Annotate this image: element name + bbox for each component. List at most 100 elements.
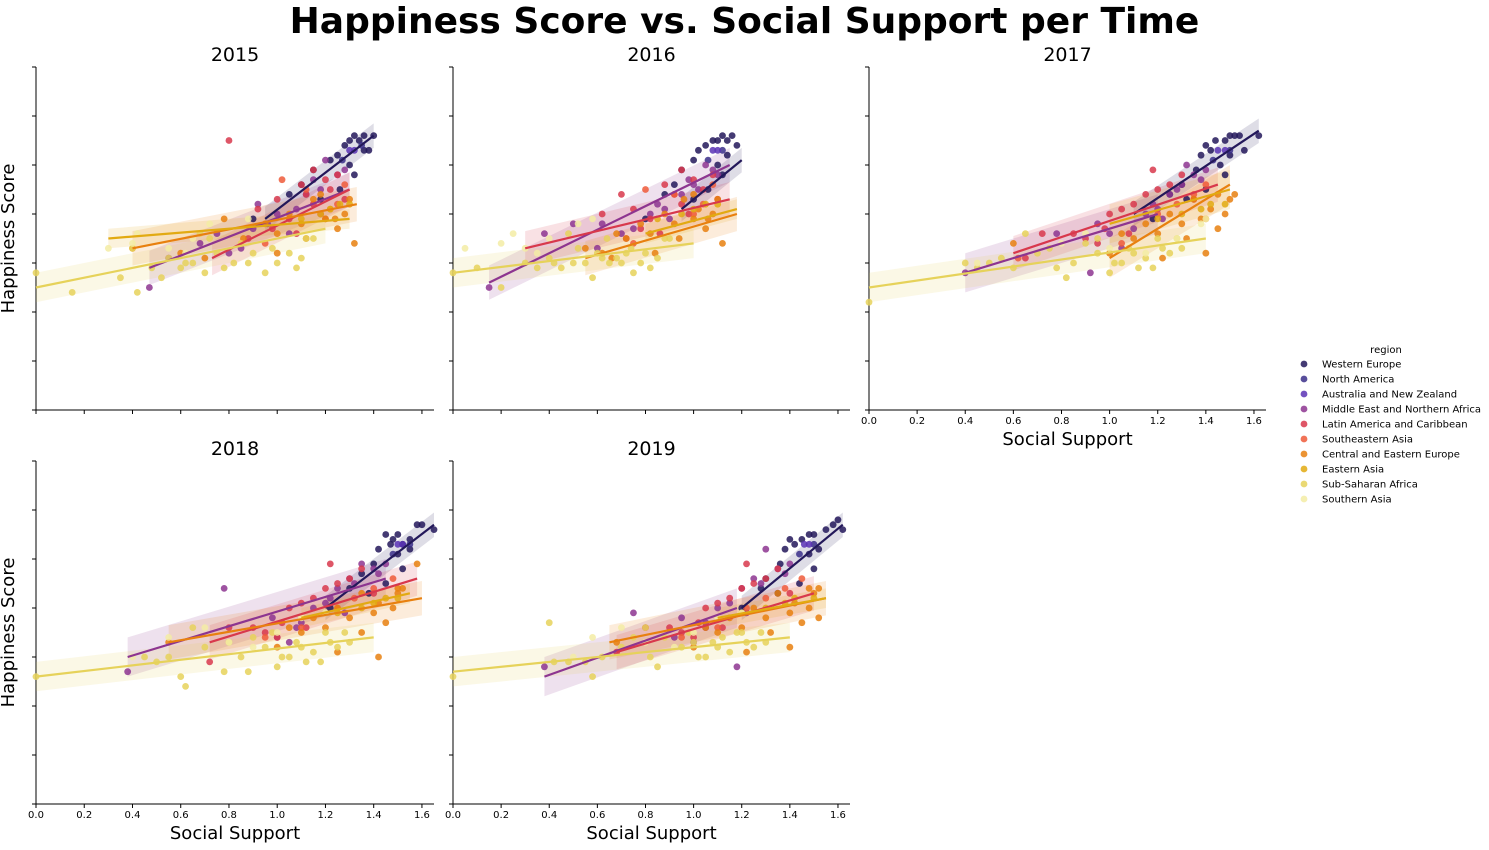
data-point: [726, 648, 734, 656]
data-point: [630, 269, 637, 277]
data-point: [145, 284, 153, 291]
data-point: [1149, 264, 1157, 272]
legend-marker: [1300, 375, 1308, 383]
data-point: [302, 658, 310, 666]
data-point: [545, 235, 553, 242]
data-point: [68, 289, 76, 296]
data-point: [430, 526, 438, 533]
legend-label: Southern Asia: [1322, 495, 1392, 506]
data-point: [220, 264, 228, 272]
data-point: [497, 240, 505, 247]
data-point: [702, 225, 710, 233]
regression-line: [585, 212, 738, 260]
data-point: [786, 609, 794, 617]
x-tick-label: 0.8: [638, 810, 654, 821]
data-point: [642, 624, 649, 631]
data-point: [1226, 132, 1234, 140]
data-point: [719, 624, 726, 631]
data-point: [1197, 220, 1205, 228]
data-point: [726, 599, 734, 607]
data-point: [603, 235, 611, 242]
data-point: [297, 619, 305, 627]
data-point: [750, 575, 758, 582]
regression-line: [209, 577, 418, 644]
data-point: [690, 156, 698, 164]
x-tick-label: 1.2: [318, 810, 334, 821]
data-point: [1154, 186, 1162, 193]
data-point: [302, 191, 310, 198]
regression-line: [301, 592, 411, 619]
data-point: [302, 624, 310, 631]
data-point: [399, 540, 407, 548]
data-point: [1142, 191, 1150, 198]
data-point: [642, 249, 649, 257]
x-tick-label: 0.2: [493, 810, 509, 821]
data-point: [341, 195, 349, 203]
data-point: [1207, 146, 1215, 154]
regression-line: [741, 523, 844, 609]
data-point: [533, 249, 541, 257]
data-point: [750, 580, 758, 587]
data-point: [273, 195, 281, 203]
data-point: [646, 653, 654, 661]
data-point: [206, 658, 214, 666]
legend-marker: [1300, 450, 1308, 458]
data-point: [326, 560, 334, 568]
data-point: [104, 244, 112, 252]
legend-marker: [1300, 480, 1308, 488]
data-point: [351, 240, 358, 247]
data-point: [1021, 230, 1029, 238]
data-point: [815, 545, 823, 553]
data-point: [728, 132, 736, 140]
data-point: [680, 195, 688, 203]
regression-line: [717, 597, 827, 619]
data-point: [201, 624, 209, 631]
legend-label: Southeastern Asia: [1322, 435, 1413, 446]
data-point: [1009, 240, 1017, 247]
data-point: [1135, 264, 1142, 272]
data-point: [654, 254, 661, 262]
data-point: [399, 585, 407, 592]
data-point: [637, 259, 645, 267]
data-point: [309, 648, 317, 656]
data-point: [574, 220, 582, 228]
data-point: [1082, 240, 1089, 247]
data-point: [293, 264, 300, 272]
data-point: [545, 619, 553, 627]
data-point: [158, 274, 165, 282]
legend-label: Australia and New Zealand: [1322, 390, 1457, 401]
data-point: [743, 648, 750, 656]
data-point: [581, 259, 589, 267]
data-point: [800, 540, 808, 548]
regression-line: [35, 227, 326, 289]
data-point: [249, 249, 257, 257]
data-point: [124, 668, 132, 676]
data-point: [182, 259, 189, 267]
data-point: [678, 166, 685, 174]
data-point: [1053, 264, 1061, 272]
data-point: [273, 629, 281, 636]
data-point: [273, 634, 281, 641]
data-point: [738, 629, 746, 636]
data-point: [598, 210, 606, 218]
data-point: [810, 531, 818, 538]
data-point: [618, 191, 625, 198]
data-point: [358, 565, 366, 573]
data-point: [646, 264, 654, 272]
data-point: [805, 604, 813, 612]
data-point: [541, 230, 548, 238]
data-point: [375, 545, 382, 553]
data-point: [497, 284, 505, 291]
data-point: [1221, 171, 1229, 179]
data-point: [165, 653, 173, 661]
facet-title: 2016: [627, 44, 675, 66]
data-point: [293, 638, 300, 646]
data-point: [714, 624, 722, 631]
data-point: [1216, 161, 1224, 169]
data-point: [670, 181, 678, 189]
legend-label: Latin America and Caribbean: [1322, 420, 1468, 431]
data-point: [557, 264, 565, 272]
data-point: [1202, 142, 1210, 149]
data-point: [189, 624, 197, 631]
data-point: [738, 585, 746, 592]
